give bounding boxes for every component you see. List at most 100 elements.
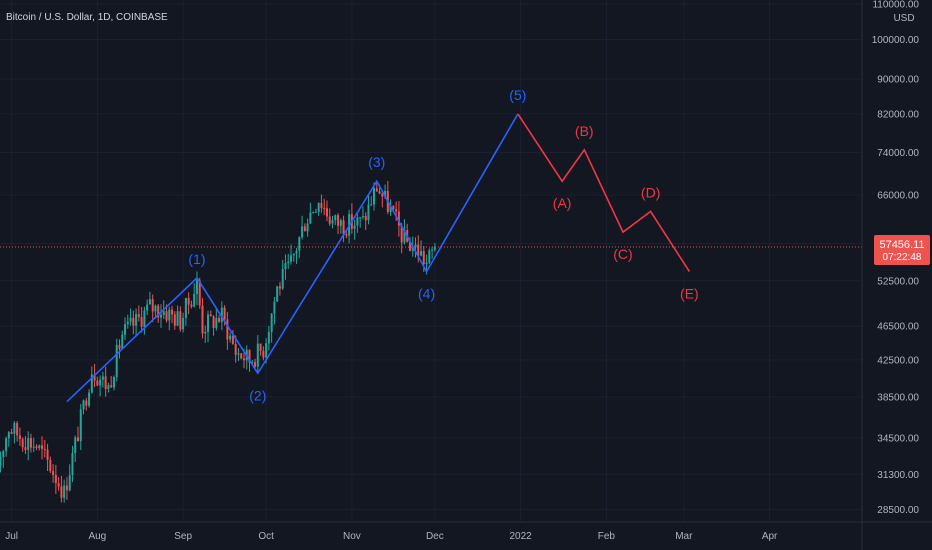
candle-body bbox=[124, 324, 127, 335]
candle-body bbox=[21, 439, 24, 448]
candle-body bbox=[408, 241, 411, 251]
candle-body bbox=[317, 203, 320, 212]
time-tick-label: Mar bbox=[675, 531, 693, 542]
candle-body bbox=[184, 297, 187, 318]
candle-body bbox=[179, 311, 182, 330]
price-tick-label: 42500.00 bbox=[877, 355, 919, 366]
candle-body bbox=[187, 297, 190, 305]
candle-body bbox=[171, 309, 174, 315]
wave-label: (E) bbox=[680, 286, 699, 302]
candle-body bbox=[24, 447, 27, 450]
price-tick-label: 34500.00 bbox=[877, 433, 919, 444]
candle-body bbox=[378, 191, 381, 194]
candle-body bbox=[356, 217, 359, 226]
candle-body bbox=[7, 432, 10, 439]
candle-body bbox=[420, 251, 423, 256]
candle-body bbox=[0, 456, 2, 466]
candle-body bbox=[331, 220, 334, 224]
candle-body bbox=[121, 334, 124, 349]
candle-body bbox=[361, 216, 364, 218]
wave-label: (2) bbox=[249, 387, 266, 403]
candle-body bbox=[49, 459, 52, 472]
candle-body bbox=[201, 305, 204, 334]
candle-body bbox=[345, 234, 348, 236]
candle-body bbox=[273, 301, 276, 314]
candle-body bbox=[384, 190, 387, 197]
candle-body bbox=[392, 205, 395, 210]
candle-body bbox=[88, 392, 91, 406]
candle-body bbox=[35, 446, 38, 449]
candle-body bbox=[359, 217, 362, 219]
candle-body bbox=[411, 247, 414, 251]
candle-body bbox=[198, 280, 201, 306]
price-tick-label: 100000.00 bbox=[872, 35, 920, 46]
candle-body bbox=[57, 483, 60, 487]
candle-body bbox=[265, 343, 268, 358]
candle-body bbox=[38, 445, 41, 449]
candle-body bbox=[193, 294, 196, 307]
candle-body bbox=[270, 313, 273, 332]
candle-body bbox=[207, 314, 210, 332]
candle-body bbox=[212, 316, 215, 328]
price-axis-background[interactable] bbox=[862, 0, 932, 550]
price-tick-label: 110000.00 bbox=[872, 0, 919, 11]
candle-countdown: 07:22:48 bbox=[883, 252, 922, 263]
wave-label: (4) bbox=[418, 286, 435, 302]
candle-body bbox=[433, 247, 436, 250]
candle-body bbox=[146, 304, 149, 311]
candle-body bbox=[375, 188, 378, 192]
candle-body bbox=[403, 230, 406, 243]
candle-body bbox=[137, 314, 140, 318]
candle-body bbox=[148, 299, 151, 305]
candle-body bbox=[298, 237, 301, 251]
price-tick-label: 66000.00 bbox=[877, 191, 919, 202]
candle-body bbox=[165, 311, 168, 321]
candle-body bbox=[101, 376, 104, 380]
price-tick-label: 74000.00 bbox=[877, 148, 919, 159]
candle-body bbox=[74, 437, 77, 454]
candle-body bbox=[107, 385, 110, 389]
candle-body bbox=[284, 263, 287, 270]
candle-body bbox=[29, 438, 32, 448]
candle-body bbox=[278, 286, 281, 289]
candle-body bbox=[254, 362, 257, 367]
candle-body bbox=[104, 376, 107, 389]
candle-body bbox=[314, 211, 317, 213]
candle-body bbox=[110, 385, 113, 388]
candle-body bbox=[256, 343, 259, 367]
candle-body bbox=[397, 211, 400, 226]
candle-body bbox=[162, 311, 165, 315]
candle-body bbox=[251, 362, 254, 364]
time-tick-label: Dec bbox=[426, 531, 444, 542]
candle-body bbox=[135, 314, 138, 326]
candle-body bbox=[337, 215, 340, 226]
candle-body bbox=[32, 446, 35, 448]
candle-body bbox=[218, 317, 221, 322]
candle-body bbox=[248, 349, 251, 363]
candle-body bbox=[129, 317, 132, 322]
candle-body bbox=[195, 280, 198, 295]
candle-body bbox=[287, 261, 290, 264]
candle-body bbox=[334, 215, 337, 221]
candle-body bbox=[140, 317, 143, 327]
candle-body bbox=[79, 409, 82, 442]
candle-body bbox=[395, 209, 398, 212]
currency-label[interactable]: USD bbox=[893, 13, 914, 24]
candle-body bbox=[237, 353, 240, 355]
current-price-value: 57456.11 bbox=[879, 239, 924, 251]
time-tick-label: Sep bbox=[174, 531, 192, 542]
candle-body bbox=[118, 344, 121, 349]
candle-body bbox=[353, 225, 356, 229]
wave-label: (A) bbox=[553, 195, 572, 211]
price-tick-label: 38500.00 bbox=[877, 392, 919, 403]
time-tick-label: Jul bbox=[5, 531, 18, 542]
wave-label: (3) bbox=[368, 154, 385, 170]
candle-body bbox=[43, 448, 46, 450]
candle-body bbox=[428, 250, 431, 263]
candle-body bbox=[27, 438, 30, 450]
candle-body bbox=[223, 307, 226, 320]
candle-body bbox=[226, 319, 229, 340]
wave-label: (C) bbox=[613, 246, 632, 262]
candle-body bbox=[220, 307, 223, 322]
